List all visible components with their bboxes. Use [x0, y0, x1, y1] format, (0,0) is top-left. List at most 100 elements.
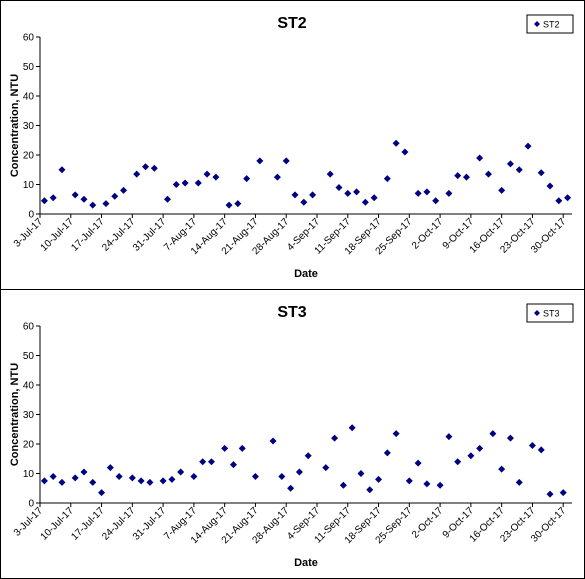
x-axis-label: Date	[294, 557, 318, 569]
data-point	[300, 198, 308, 206]
data-point	[89, 478, 97, 486]
data-point	[58, 478, 66, 486]
data-point	[40, 477, 48, 485]
data-point	[251, 472, 259, 480]
data-point	[102, 200, 110, 208]
data-point	[49, 194, 57, 202]
data-point	[326, 170, 334, 178]
data-point	[128, 474, 136, 482]
y-tick-label: 60	[23, 322, 35, 333]
data-point	[515, 166, 523, 174]
y-tick-label: 20	[23, 151, 35, 162]
data-point	[159, 477, 167, 485]
legend-label: ST3	[543, 309, 560, 319]
data-point	[238, 444, 246, 452]
data-point	[190, 472, 198, 480]
y-axis-label: Concentration, NTU	[9, 363, 21, 466]
data-point	[357, 470, 365, 477]
data-point	[256, 157, 264, 165]
data-point	[98, 489, 106, 497]
data-point	[207, 458, 215, 466]
data-point	[498, 465, 506, 473]
data-point	[353, 188, 361, 196]
data-point	[177, 468, 185, 476]
data-point	[194, 179, 202, 187]
y-tick-label: 0	[28, 210, 34, 221]
data-point	[133, 170, 141, 178]
data-point	[432, 197, 440, 205]
y-tick-label: 30	[23, 121, 35, 132]
data-point	[559, 489, 567, 497]
data-point	[555, 197, 563, 205]
data-point	[150, 164, 158, 172]
data-point	[537, 446, 545, 454]
data-point	[309, 191, 317, 199]
data-point	[80, 468, 88, 476]
panel-frame	[0, 0, 585, 290]
data-point	[212, 173, 220, 181]
data-point	[234, 200, 242, 208]
data-point	[229, 461, 237, 469]
chart-title: ST2	[277, 15, 306, 32]
data-point	[454, 458, 462, 466]
data-point	[383, 449, 391, 457]
data-point	[405, 477, 413, 485]
data-point	[115, 472, 123, 480]
data-point	[269, 437, 277, 445]
data-point	[476, 154, 484, 162]
data-point	[498, 186, 506, 194]
data-point	[344, 189, 352, 197]
x-axis-label: Date	[294, 268, 318, 280]
data-point	[142, 163, 150, 171]
data-point	[414, 189, 422, 197]
data-point	[120, 186, 128, 194]
data-point	[445, 189, 453, 197]
data-point	[295, 468, 303, 476]
data-point	[506, 160, 514, 168]
y-tick-label: 20	[23, 440, 35, 451]
data-point	[221, 444, 229, 452]
data-point	[168, 475, 176, 483]
data-point	[375, 475, 383, 483]
data-point	[436, 481, 444, 489]
legend-box	[526, 303, 574, 323]
y-tick-label: 50	[23, 62, 35, 73]
data-point	[546, 490, 554, 498]
data-point	[454, 172, 462, 180]
data-point	[335, 183, 343, 191]
data-point	[392, 139, 400, 147]
data-point	[348, 424, 356, 432]
data-point	[111, 192, 119, 200]
data-point	[71, 191, 79, 199]
y-axis-label: Concentration, NTU	[9, 74, 21, 177]
legend-marker	[534, 21, 540, 27]
data-point	[172, 181, 180, 188]
data-point	[339, 481, 347, 489]
data-point	[401, 148, 409, 156]
data-point	[71, 474, 79, 482]
data-point	[546, 182, 554, 190]
data-point	[203, 170, 211, 178]
data-point	[489, 430, 497, 438]
data-point	[462, 173, 470, 181]
data-point	[80, 195, 88, 203]
data-point	[58, 166, 66, 174]
data-point	[524, 142, 532, 150]
y-tick-label: 50	[23, 351, 35, 362]
y-tick-label: 40	[23, 381, 35, 392]
data-point	[49, 472, 57, 480]
data-point	[164, 195, 172, 203]
data-point	[273, 173, 281, 181]
panel-frame	[0, 289, 585, 579]
y-tick-label: 60	[23, 33, 35, 44]
y-tick-label: 10	[23, 180, 35, 191]
data-point	[564, 194, 572, 202]
data-point	[528, 441, 536, 449]
data-point	[282, 157, 290, 165]
data-point	[40, 197, 48, 205]
data-point	[278, 472, 286, 480]
data-point	[506, 434, 514, 442]
data-point	[146, 478, 154, 486]
data-point	[515, 478, 523, 486]
